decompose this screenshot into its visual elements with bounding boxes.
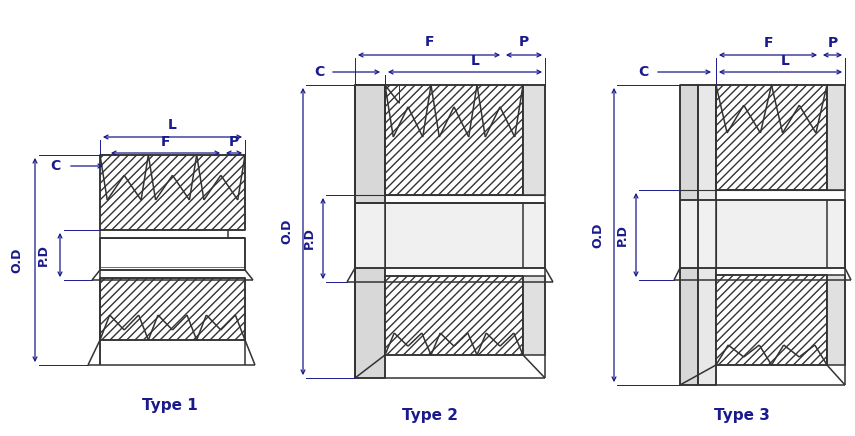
Bar [827,275,845,365]
Bar [355,85,385,378]
Text: L: L [781,54,790,68]
Text: L: L [470,54,480,68]
Text: Type 2: Type 2 [402,408,458,422]
Text: P.D: P.D [303,228,315,249]
Text: C: C [638,65,648,79]
Text: P: P [519,35,529,49]
Text: L: L [168,118,177,132]
Bar [523,85,545,195]
Bar [100,238,245,270]
Bar [716,85,827,190]
Bar [523,276,545,355]
Text: F: F [424,35,433,49]
Bar [698,85,716,385]
Bar [100,278,245,340]
Text: P.D: P.D [37,244,50,266]
Bar [680,200,845,268]
Bar [385,85,523,195]
Bar [355,203,545,268]
Text: O.D: O.D [280,219,293,244]
Text: Type 1: Type 1 [142,398,198,412]
Text: O.D: O.D [10,247,23,272]
Text: F: F [161,135,170,149]
Text: P: P [229,135,239,149]
Bar [680,85,698,385]
Text: C: C [314,65,324,79]
Bar [716,275,827,365]
Text: Type 3: Type 3 [714,408,770,422]
Bar [385,276,523,355]
Text: F: F [764,36,773,50]
Text: P: P [828,36,838,50]
Bar [827,85,845,190]
Text: C: C [50,159,60,173]
Text: P.D: P.D [616,224,628,246]
Bar [355,85,385,195]
Text: O.D: O.D [592,222,604,248]
Bar [100,155,245,230]
